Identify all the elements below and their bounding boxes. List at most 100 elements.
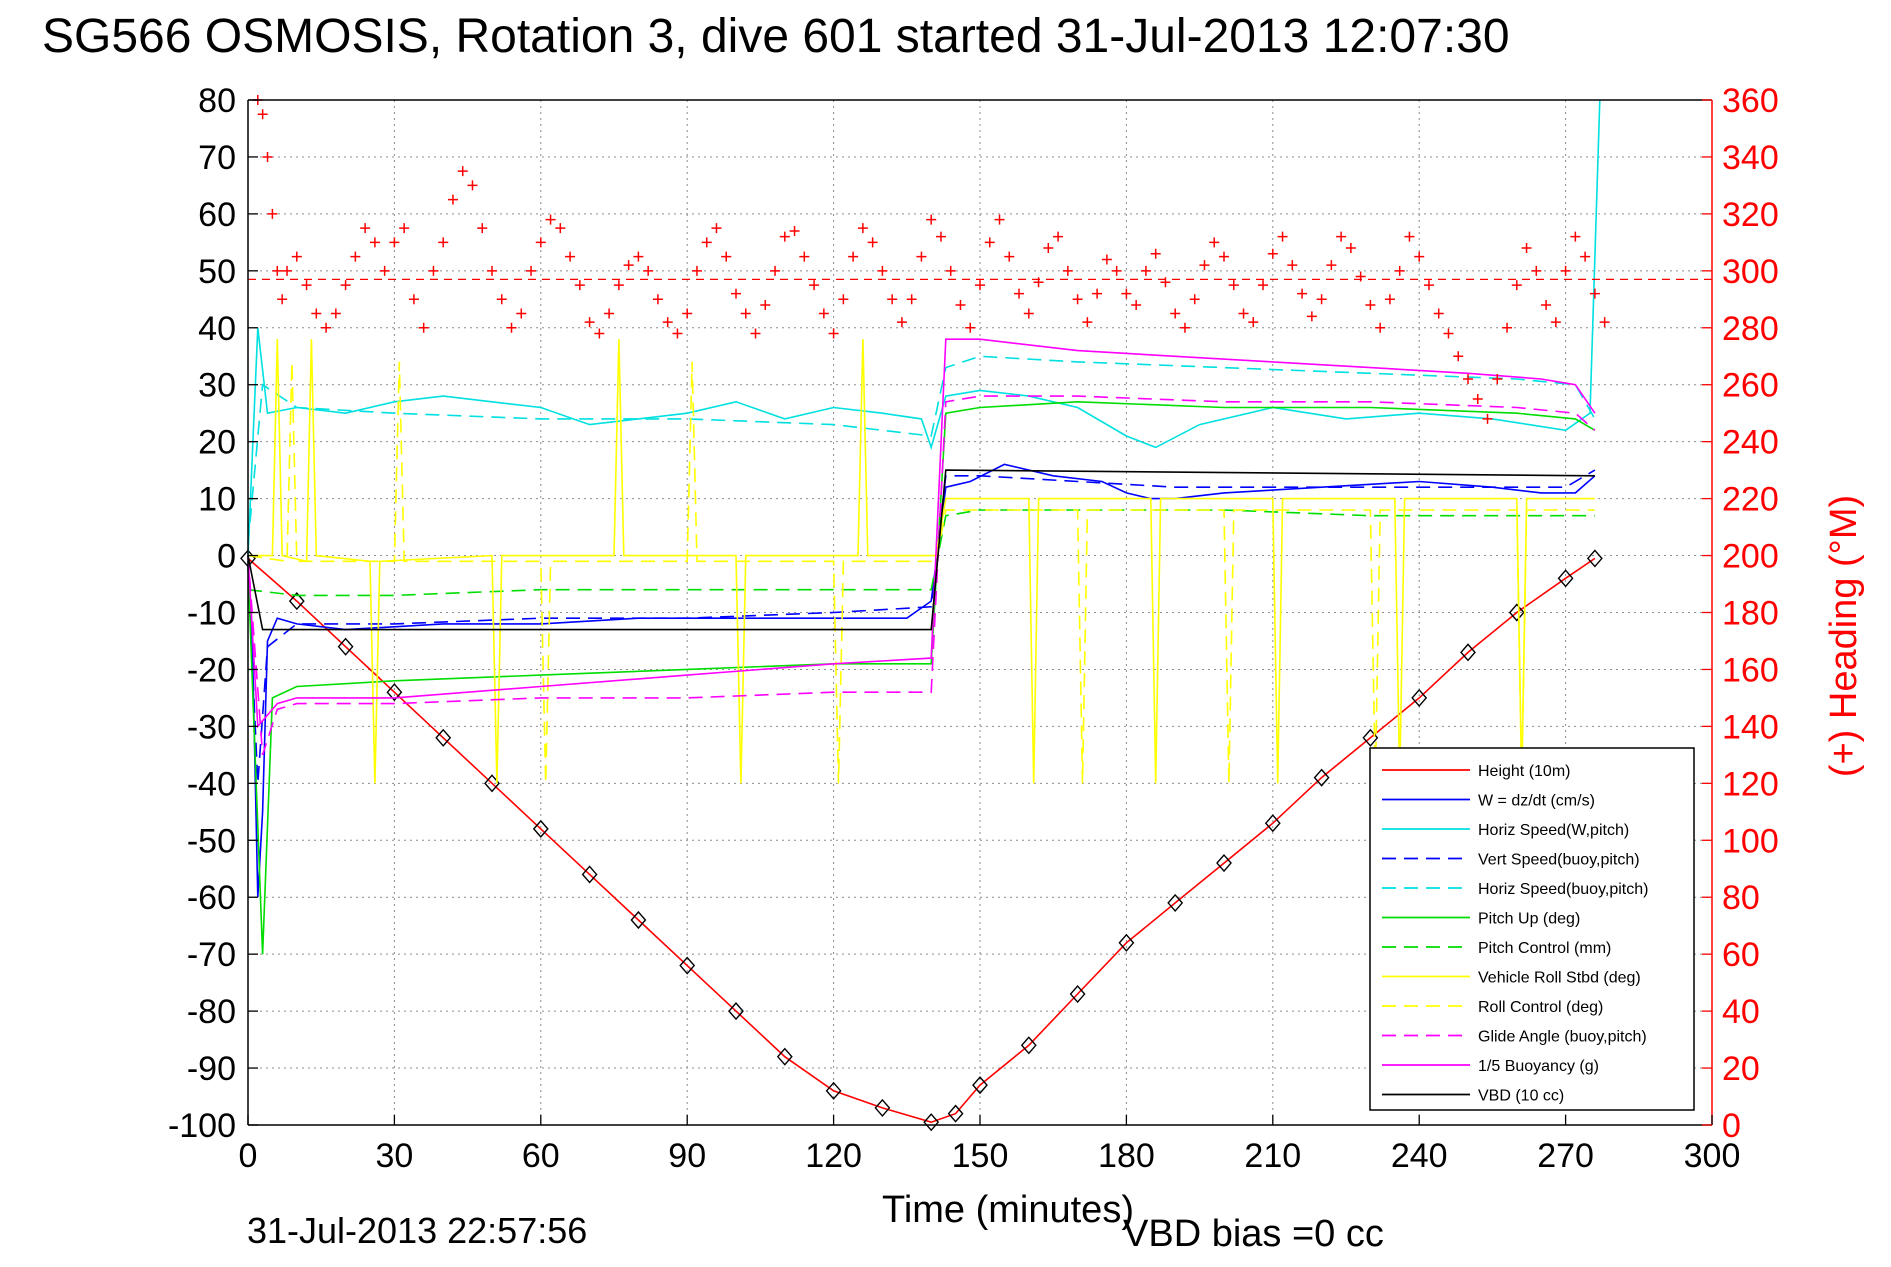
legend-entry: VBD (10 cc) bbox=[1478, 1088, 1564, 1105]
heading-marker bbox=[1248, 317, 1259, 328]
heading-marker bbox=[535, 237, 546, 248]
heading-marker bbox=[1062, 265, 1073, 276]
heading-marker bbox=[1131, 300, 1142, 310]
heading-marker bbox=[1160, 277, 1171, 288]
x-tick-label: 30 bbox=[375, 1137, 413, 1175]
heading-marker bbox=[935, 231, 946, 242]
heading-marker bbox=[350, 251, 361, 262]
heading-marker bbox=[1228, 280, 1239, 291]
heading-marker bbox=[1121, 288, 1132, 299]
y2-tick-label: 160 bbox=[1722, 651, 1779, 689]
heading-marker bbox=[584, 317, 595, 328]
heading-marker bbox=[965, 322, 976, 333]
heading-marker bbox=[487, 265, 497, 276]
x-tick-label: 0 bbox=[239, 1137, 258, 1175]
heading-marker bbox=[1482, 413, 1493, 424]
series-line bbox=[247, 395, 1596, 756]
heading-marker bbox=[1404, 231, 1415, 242]
heading-marker bbox=[789, 225, 800, 236]
heading-marker bbox=[848, 251, 859, 262]
y2-tick-label: 240 bbox=[1722, 424, 1779, 462]
legend: Height (10m) W = dz/dt (cm/s) Horiz Speed(… bbox=[1369, 747, 1695, 1111]
height-marker bbox=[386, 683, 403, 702]
y-tick-label: -30 bbox=[187, 708, 236, 746]
x-tick-label: 270 bbox=[1537, 1137, 1594, 1175]
heading-marker bbox=[809, 280, 820, 291]
legend-entry: W = dz/dt (cm/s) bbox=[1478, 793, 1595, 810]
legend-entry: Roll Control (deg) bbox=[1478, 999, 1603, 1016]
heading-marker bbox=[1179, 322, 1190, 333]
y2-tick-label: 360 bbox=[1722, 82, 1779, 120]
heading-marker bbox=[594, 328, 605, 339]
heading-marker bbox=[1531, 265, 1542, 276]
heading-marker bbox=[1150, 248, 1161, 259]
y-tick-label: -60 bbox=[187, 879, 236, 917]
height-marker bbox=[1167, 893, 1184, 912]
y-tick-label: -100 bbox=[168, 1107, 236, 1145]
heading-marker bbox=[574, 280, 585, 291]
heading-marker bbox=[945, 265, 956, 276]
heading-marker bbox=[1238, 308, 1249, 319]
heading-marker bbox=[438, 237, 449, 248]
heading-marker bbox=[1394, 265, 1405, 276]
heading-marker bbox=[857, 223, 868, 234]
y2-tick-label: 320 bbox=[1722, 196, 1779, 234]
heading-marker bbox=[1277, 231, 1288, 242]
height-marker bbox=[1069, 984, 1086, 1004]
x-tick-label: 300 bbox=[1684, 1137, 1741, 1175]
heading-marker bbox=[272, 265, 283, 276]
x-tick-label: 150 bbox=[952, 1137, 1009, 1175]
heading-marker bbox=[1267, 248, 1278, 259]
heading-marker bbox=[975, 280, 985, 291]
height-marker bbox=[1216, 853, 1232, 873]
heading-marker bbox=[1511, 280, 1522, 291]
heading-marker bbox=[867, 237, 878, 248]
heading-marker bbox=[877, 265, 888, 276]
heading-marker bbox=[623, 260, 634, 271]
series-line bbox=[247, 509, 1595, 597]
legend-entry: Vert Speed(buoy,pitch) bbox=[1478, 852, 1640, 869]
y2-tick-label: 260 bbox=[1722, 367, 1779, 405]
heading-marker bbox=[1580, 251, 1591, 262]
heading-marker bbox=[1170, 308, 1181, 319]
y2-tick-label: 60 bbox=[1722, 936, 1760, 974]
heading-marker bbox=[1199, 260, 1210, 271]
y-tick-label: -20 bbox=[187, 651, 236, 689]
heading-marker bbox=[1336, 231, 1347, 242]
y-tick-label: 50 bbox=[198, 253, 236, 291]
heading-marker bbox=[379, 265, 390, 276]
footer-vbd-bias: VBD bias =0 cc bbox=[1123, 1213, 1384, 1255]
heading-marker bbox=[1326, 260, 1337, 271]
height-marker bbox=[581, 865, 598, 884]
heading-marker bbox=[1072, 294, 1083, 305]
heading-marker bbox=[731, 288, 741, 299]
chart-title: SG566 OSMOSIS, Rotation 3, dive 601 star… bbox=[42, 10, 1510, 63]
heading-marker bbox=[926, 214, 937, 225]
heading-marker bbox=[652, 294, 663, 305]
heading-marker bbox=[760, 300, 771, 310]
y2-tick-label: 340 bbox=[1722, 139, 1779, 177]
legend-entry: Vehicle Roll Stbd (deg) bbox=[1478, 970, 1641, 987]
y-tick-label: -10 bbox=[187, 595, 236, 633]
tick-labels: 0 30 60 90 120 150 180 210 240 270 300-100-90-80-7… bbox=[168, 82, 1779, 1175]
series-line bbox=[247, 469, 1596, 784]
y-tick-label: 0 bbox=[217, 538, 236, 576]
heading-marker bbox=[262, 151, 273, 162]
y-tick-label: 60 bbox=[198, 196, 236, 234]
height-marker bbox=[825, 1081, 842, 1100]
heading-marker bbox=[1541, 300, 1552, 310]
y2-tick-label: 180 bbox=[1722, 595, 1779, 633]
heading-marker bbox=[1043, 243, 1054, 254]
heading-marker bbox=[399, 223, 410, 234]
heading-marker bbox=[1560, 265, 1571, 276]
height-marker bbox=[532, 819, 549, 838]
series-line bbox=[247, 361, 1595, 784]
y-tick-label: -90 bbox=[187, 1050, 236, 1088]
height-marker bbox=[728, 1002, 744, 1021]
heading-marker bbox=[701, 237, 712, 248]
x-tick-label: 240 bbox=[1391, 1137, 1448, 1175]
heading-marker bbox=[1101, 254, 1112, 265]
height-marker bbox=[1020, 1036, 1037, 1055]
